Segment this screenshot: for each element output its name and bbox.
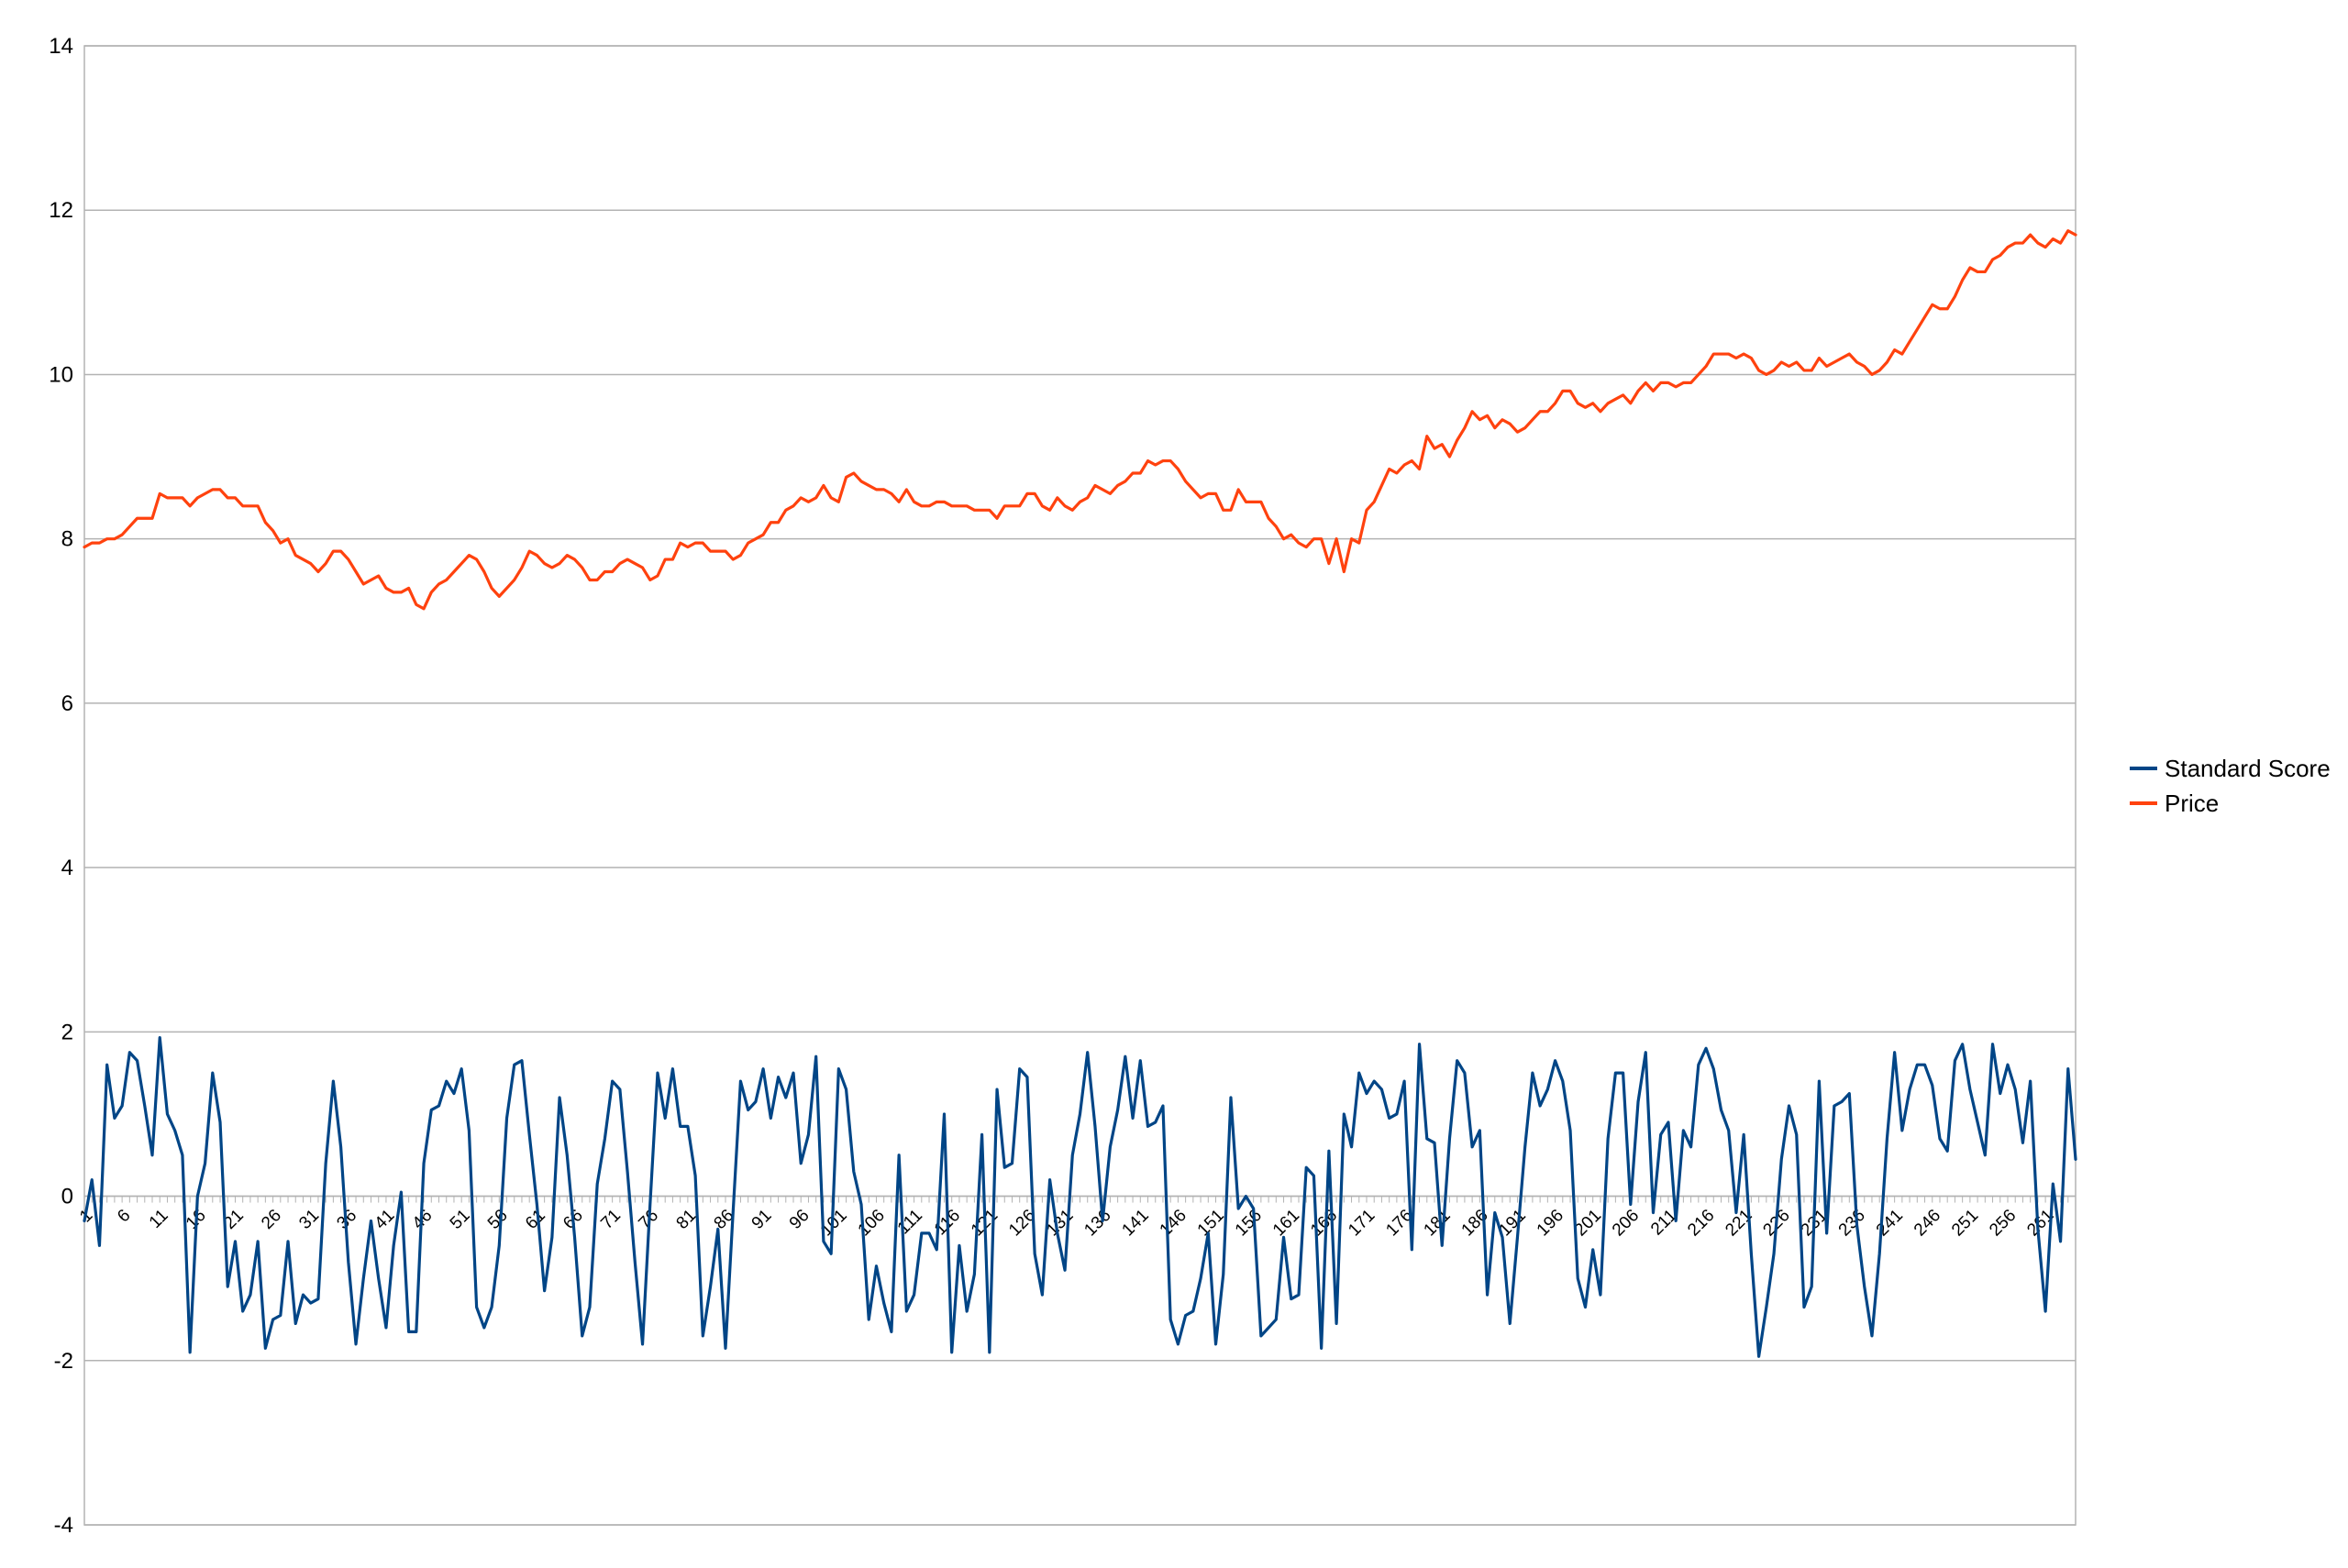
series-line-price	[83, 229, 2077, 611]
plot-frame	[83, 45, 2077, 1526]
y-tick-label: 0	[61, 1185, 73, 1209]
y-tick-label: 4	[61, 856, 73, 880]
y-tick-label: 6	[61, 691, 73, 716]
y-tick-label: 12	[49, 198, 73, 223]
y-tick-label: 2	[61, 1020, 73, 1044]
legend: Standard Score Price	[2130, 755, 2331, 817]
y-tick-label: -2	[54, 1349, 73, 1374]
y-axis-tick-labels: 14 12 10 8 6 4 2 0 -2 -4	[49, 34, 73, 1538]
series-lines	[83, 229, 2077, 1358]
y-tick-label: -4	[54, 1513, 73, 1538]
legend-label: Price	[2165, 790, 2219, 817]
y-tick-label: 8	[61, 527, 73, 552]
series-line-standard-score	[83, 1036, 2077, 1358]
plot-area-border	[83, 45, 2077, 1526]
legend-label: Standard Score	[2165, 755, 2331, 782]
y-tick-label: 14	[49, 34, 73, 59]
y-tick-label: 10	[49, 362, 73, 387]
